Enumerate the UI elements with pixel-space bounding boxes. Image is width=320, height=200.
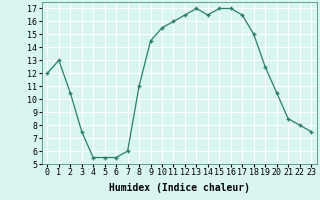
X-axis label: Humidex (Indice chaleur): Humidex (Indice chaleur) [109,183,250,193]
